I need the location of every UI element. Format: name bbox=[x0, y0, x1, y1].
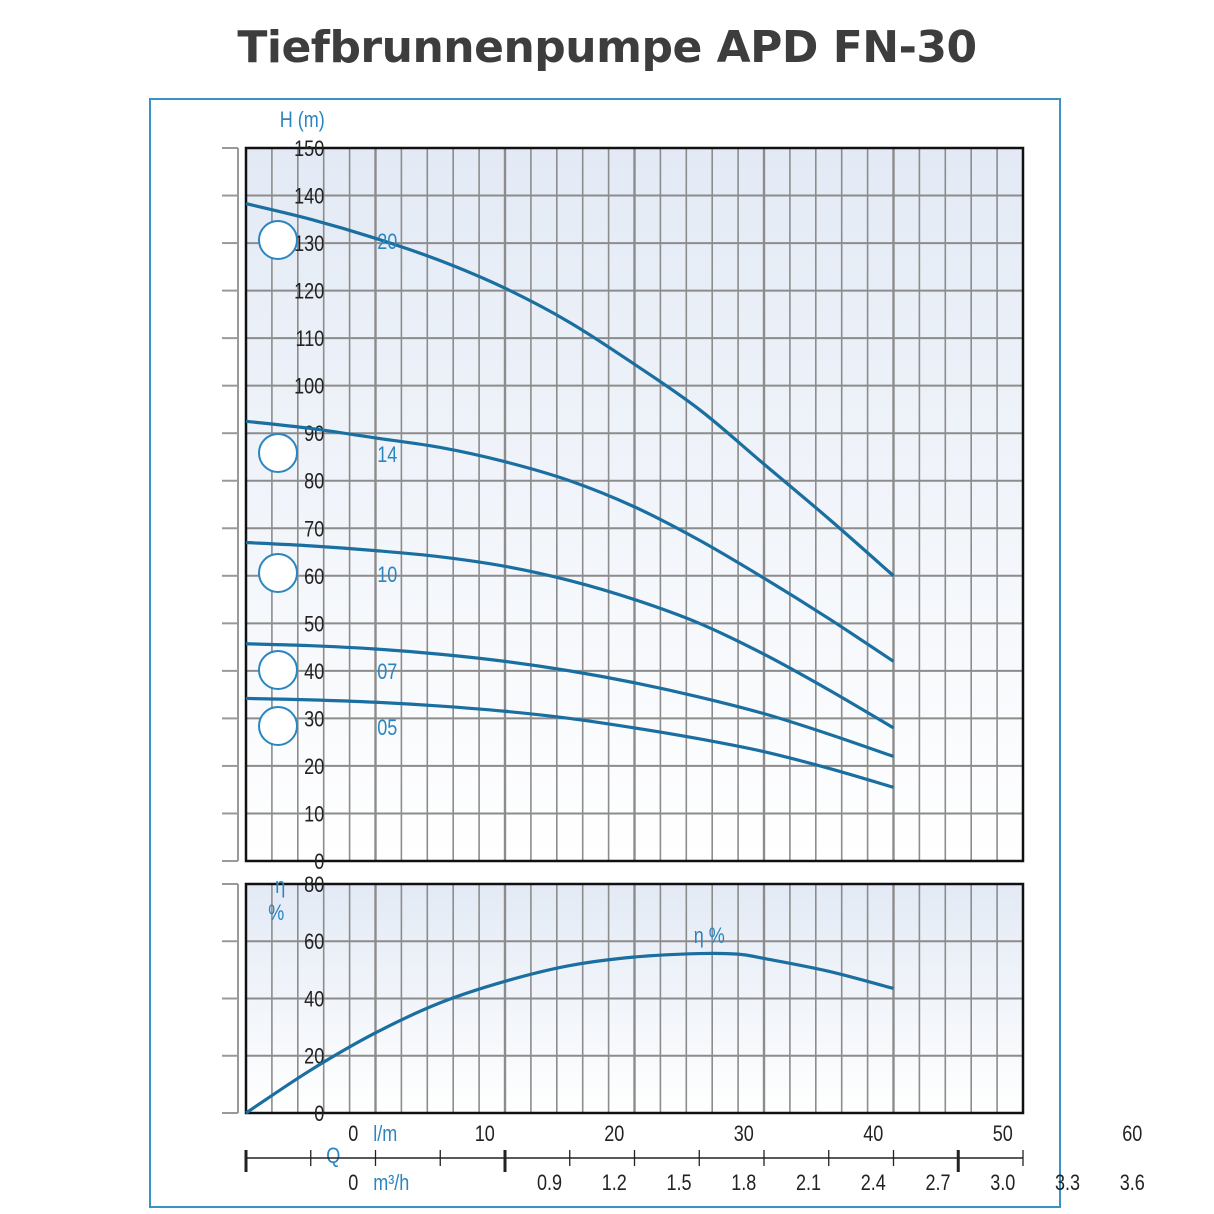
q-m3h-tick-label: 2.4 bbox=[861, 1171, 886, 1195]
x-tick-label: 50 bbox=[993, 1122, 1013, 1146]
stage-label-20: 20 bbox=[377, 230, 397, 254]
q-m3h-tick-label: 3.0 bbox=[990, 1171, 1015, 1195]
head-curve-stage-07 bbox=[245, 642, 895, 758]
chart-frame bbox=[149, 98, 1061, 1208]
y-tick-label: 130 bbox=[294, 232, 324, 256]
efficiency-curve-label: η % bbox=[694, 924, 725, 948]
head-curve-stage-10 bbox=[245, 540, 895, 730]
q-m3h-tick-label: 0 bbox=[348, 1171, 358, 1195]
q-unit-m3h: m³/h bbox=[373, 1171, 409, 1195]
y-tick-label: 60 bbox=[304, 565, 324, 589]
x-unit-lmin: l/m bbox=[373, 1122, 397, 1146]
q-m3h-tick-label: 2.7 bbox=[925, 1171, 950, 1195]
efficiency-plot-border bbox=[244, 882, 1025, 1115]
stage-label-07: 07 bbox=[377, 660, 397, 684]
eta-tick-label: 80 bbox=[304, 873, 324, 897]
eta-tick-label: 40 bbox=[304, 988, 324, 1012]
q-m3h-tick-label: 1.8 bbox=[731, 1171, 756, 1195]
q-axis-label: Q bbox=[326, 1144, 340, 1168]
eta-tick-label: 0 bbox=[314, 1102, 324, 1126]
q-m3h-tick-label: 1.2 bbox=[602, 1171, 627, 1195]
y-tick-label: 150 bbox=[294, 137, 324, 161]
q-m3h-tick-label: 0.9 bbox=[537, 1171, 562, 1195]
y-tick-label: 10 bbox=[304, 803, 324, 827]
stage-badge-10 bbox=[258, 553, 298, 593]
head-plot-border bbox=[244, 146, 1025, 863]
head-curve-stage-05 bbox=[245, 696, 894, 789]
eta-tick-label: 20 bbox=[304, 1045, 324, 1069]
stage-badge-05 bbox=[258, 706, 298, 746]
y-tick-label: 120 bbox=[294, 280, 324, 304]
x-tick-label: 40 bbox=[863, 1122, 883, 1146]
y-tick-label: 30 bbox=[304, 708, 324, 732]
x-tick-label: 30 bbox=[734, 1122, 754, 1146]
y-tick-label: 50 bbox=[304, 613, 324, 637]
x-tick-label: 0 bbox=[348, 1122, 358, 1146]
stage-badge-14 bbox=[258, 433, 298, 473]
y-tick-label: 70 bbox=[304, 518, 324, 542]
stage-label-05: 05 bbox=[377, 716, 397, 740]
eta-tick-label: 60 bbox=[304, 931, 324, 955]
y-tick-label: 20 bbox=[304, 755, 324, 779]
q-m3h-tick-label: 3.3 bbox=[1055, 1171, 1080, 1195]
chart-title: Tiefbrunnenpumpe APD FN-30 bbox=[237, 22, 977, 73]
eta-axis-label: η bbox=[275, 874, 285, 898]
y-tick-label: 90 bbox=[304, 423, 324, 447]
y-tick-label: 140 bbox=[294, 185, 324, 209]
y-tick-label: 100 bbox=[294, 375, 324, 399]
stage-badge-07 bbox=[258, 650, 298, 690]
eta-axis-label-percent: % bbox=[268, 901, 284, 925]
y-tick-label: 0 bbox=[314, 850, 324, 874]
efficiency-curve bbox=[245, 951, 894, 1115]
stage-badge-20 bbox=[258, 220, 298, 260]
x-tick-label: 20 bbox=[604, 1122, 624, 1146]
stage-label-10: 10 bbox=[377, 563, 397, 587]
head-curve-stage-14 bbox=[245, 419, 895, 663]
y-tick-label: 80 bbox=[304, 470, 324, 494]
q-m3h-tick-label: 1.5 bbox=[666, 1171, 691, 1195]
y-axis-label: H (m) bbox=[280, 108, 325, 132]
head-curve-stage-20 bbox=[245, 202, 895, 578]
y-tick-label: 40 bbox=[304, 660, 324, 684]
x-tick-label: 10 bbox=[475, 1122, 495, 1146]
y-tick-label: 110 bbox=[296, 328, 325, 352]
q-m3h-tick-label: 2.1 bbox=[796, 1171, 821, 1195]
stage-label-14: 14 bbox=[377, 443, 397, 467]
q-m3h-tick-label: 3.6 bbox=[1120, 1171, 1145, 1195]
x-tick-label: 60 bbox=[1122, 1122, 1142, 1146]
